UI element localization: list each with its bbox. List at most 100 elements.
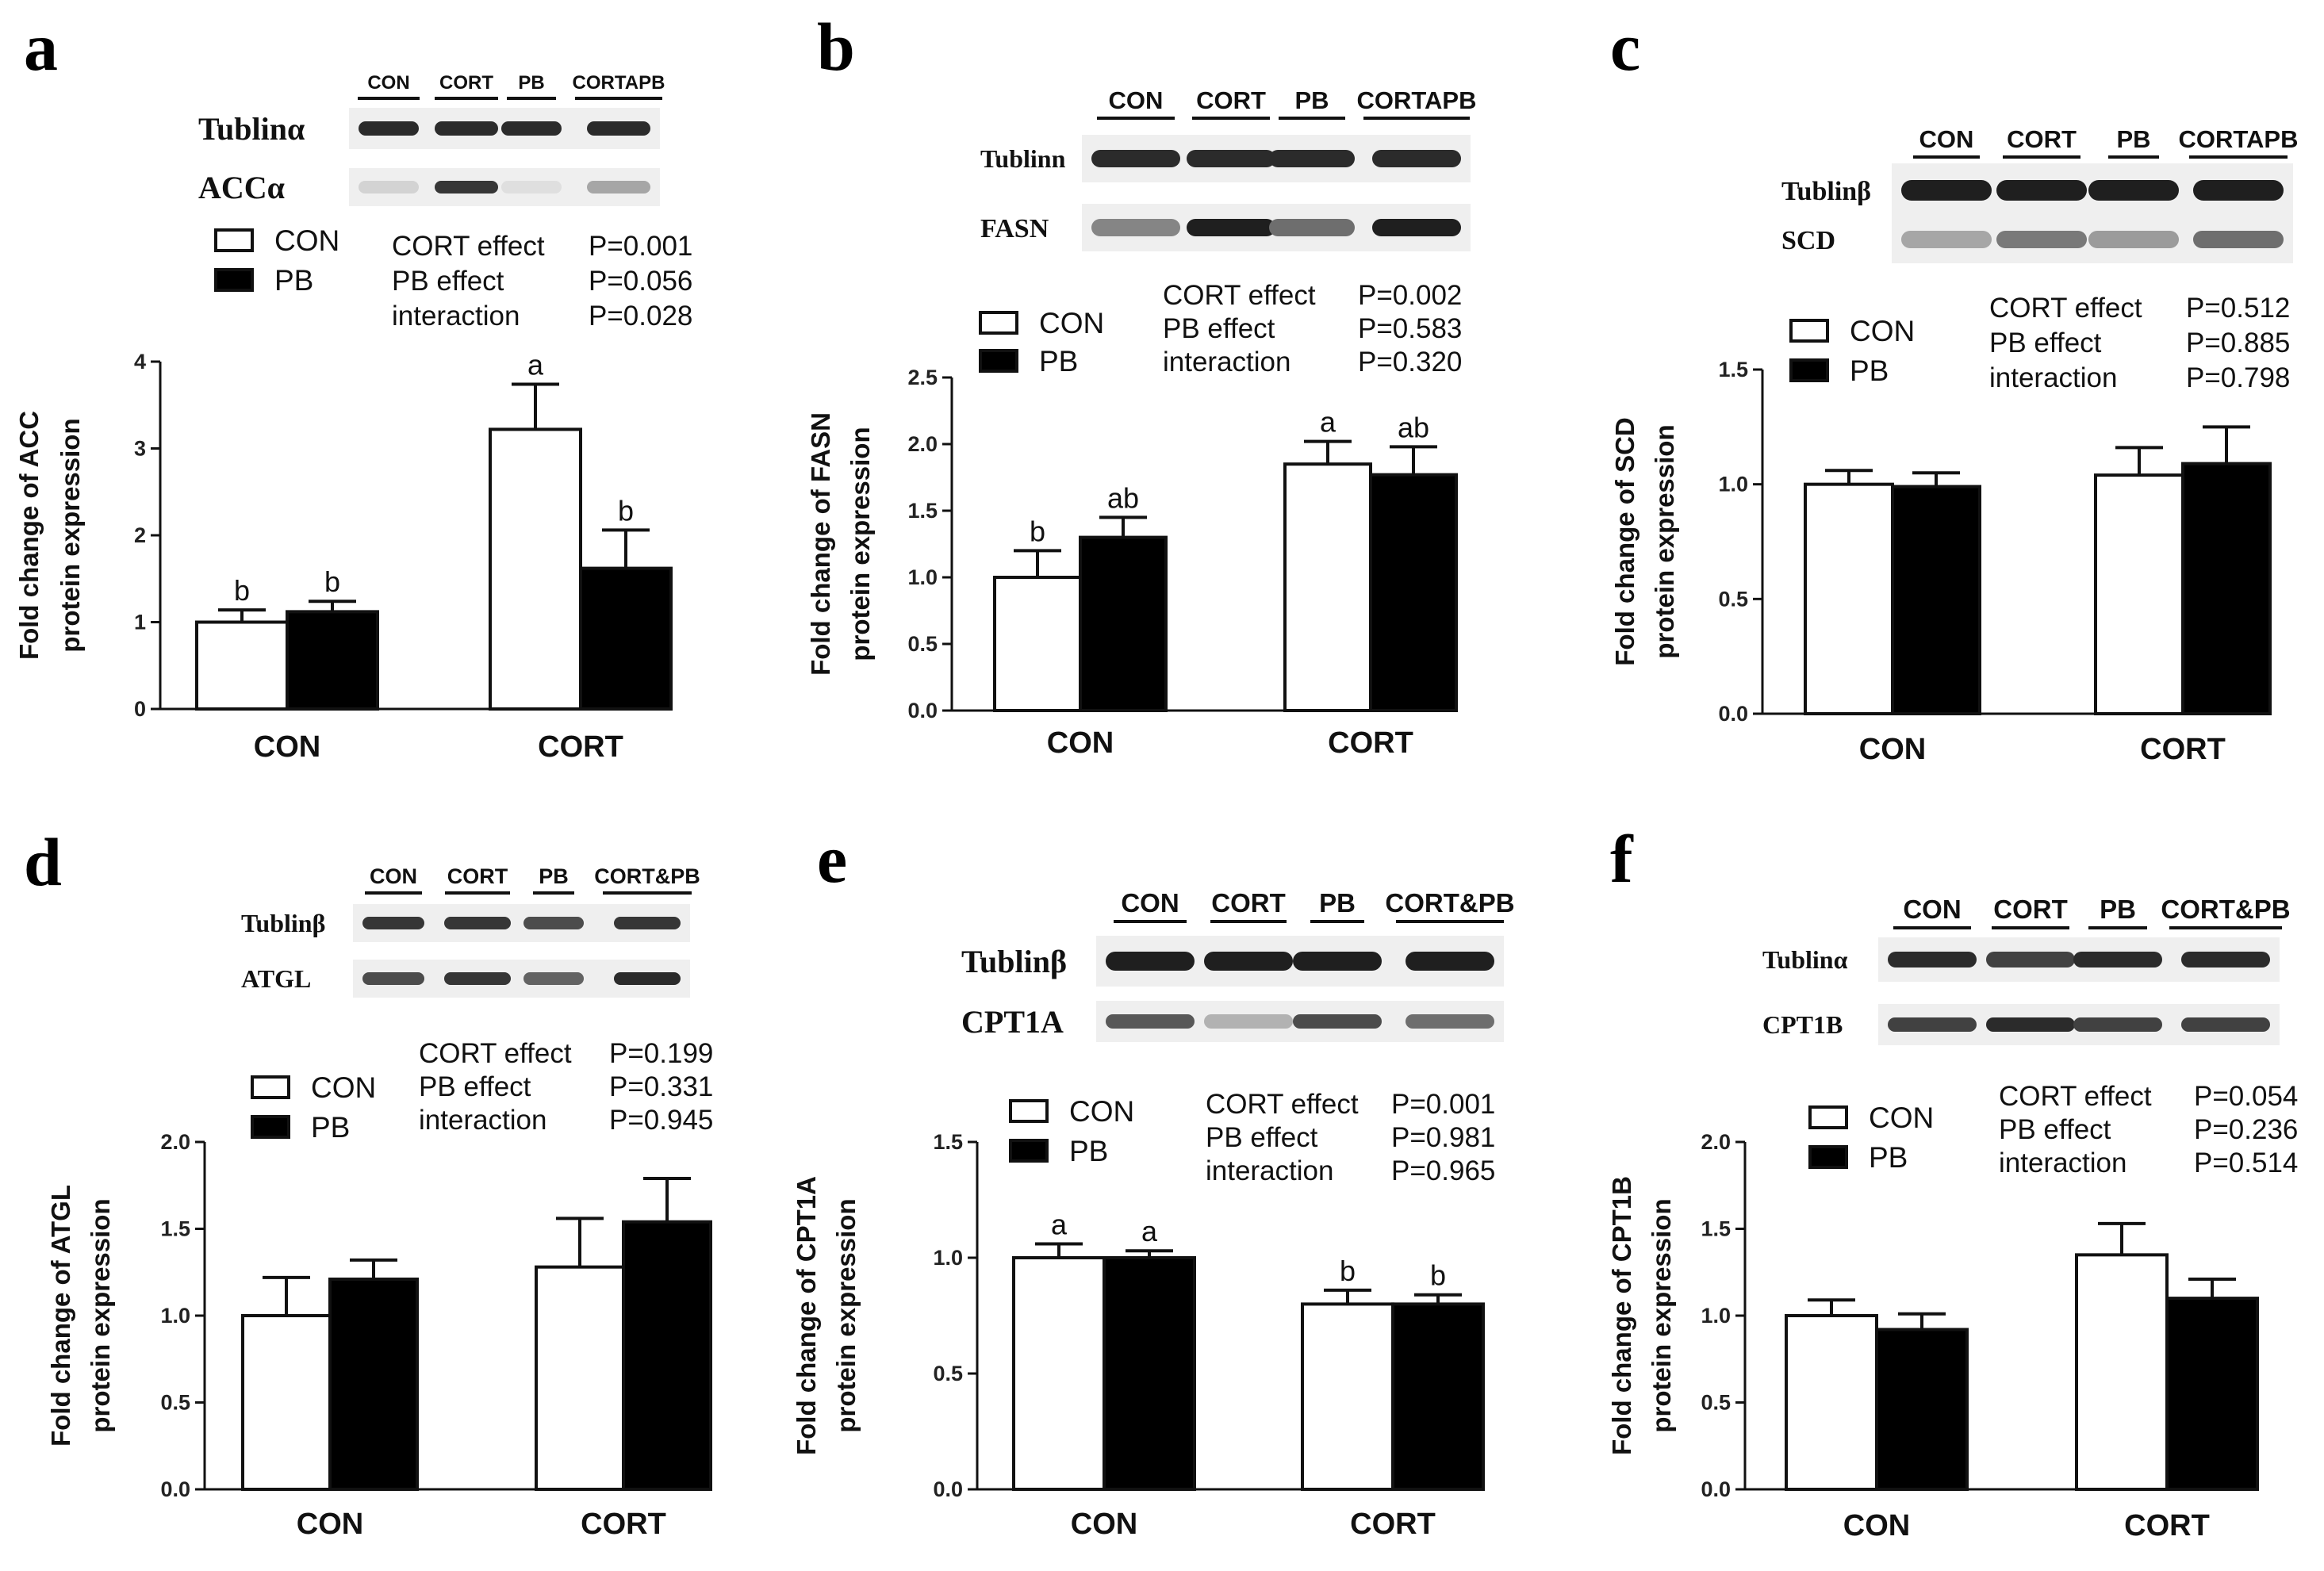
blot-band [1204,1014,1293,1029]
y-tick-label: 0.0 [1718,702,1748,726]
y-axis-label-line: Fold change of ACC [14,411,44,660]
legend-swatch-pb [1789,358,1829,382]
legend-label-pb: PB [1850,354,1889,387]
bar-pb [1079,535,1168,712]
x-category-label: CON [1071,1508,1137,1541]
blot-lane-label: CORTAPB [1357,86,1477,114]
stat-label: PB effect [1206,1122,1318,1153]
y-axis-label-line: Fold change of FASN [806,412,835,676]
axes: 0.0 0.5 1.0 1.5 CON CORT [933,1130,1456,1541]
blot-protein-label: Tublinβ [241,909,325,937]
stat-label: PB effect [1989,328,2102,358]
y-tick-label: 2.5 [907,366,938,389]
blot-lane-label: CORT&PB [594,864,700,888]
western-blot: Tublinα ACCα CON CORT PB CORTAPB [198,72,665,206]
significance-letter: a [1051,1208,1068,1240]
blot-protein-label: Tublinα [1762,945,1848,974]
blot-band [362,917,424,929]
blot-band [435,121,498,136]
blot-band [1986,1017,2075,1032]
y-tick-label: 1.0 [1701,1304,1731,1328]
blot-band [1187,150,1275,167]
significance-letter: a [1141,1215,1158,1247]
blot-band [1372,219,1461,236]
legend-swatch-con [1789,319,1829,343]
significance-letter: a [1320,406,1336,439]
blot-protein-label: CPT1B [1762,1010,1843,1039]
blot-lane-label: PB [2116,125,2150,153]
blot-band [362,972,424,985]
legend-swatch-con [214,228,254,252]
blot-lane-label: CON [370,864,417,888]
stat-p-value: P=0.798 [2186,362,2290,393]
blot-lane-label: CON [367,72,409,94]
blot-lane-label: PB [2100,895,2136,924]
bars [1785,1221,2259,1492]
blot-band [1901,180,1992,201]
y-tick-label: 1 [134,611,146,634]
significance-letter: a [527,348,544,381]
y-tick-label: 1.0 [1718,473,1748,496]
blot-band [1996,180,2087,201]
legend-label-pb: PB [1069,1135,1108,1167]
y-tick-label: 0.5 [160,1391,190,1415]
legend-swatch-con [979,311,1018,335]
y-axis-label: Fold change of FASN protein expression [806,412,875,676]
axes: 0.0 0.5 1.0 1.5 2.0 CON CORT [1701,1130,2237,1542]
y-axis-label-line: protein expression [831,1198,861,1432]
blot-lane-label: CORT [439,72,493,94]
stat-p-value: P=0.056 [589,266,692,297]
blot-band [1888,952,1977,968]
blot-protein-label: FASN [980,214,1049,243]
western-blot: Tublinβ CPT1A CON CORT PB CORT&PB [961,888,1515,1042]
y-tick-label: 0.0 [160,1477,190,1501]
stat-label: CORT effect [1206,1089,1359,1120]
blot-band [1901,231,1992,248]
y-tick-label: 0.5 [1718,587,1748,611]
significance-letter: b [618,494,634,527]
blot-band [1372,150,1461,167]
y-tick-label: 0.0 [933,1477,963,1501]
panel-letter: b [817,9,855,85]
stat-label: PB effect [392,266,504,297]
blot-lane-label: CON [1109,86,1164,114]
y-tick-label: 2.0 [907,432,938,456]
stat-label: PB effect [1999,1114,2111,1145]
bar-con [241,1314,332,1491]
stat-label: interaction [1989,362,2117,393]
bar-con [2075,1253,2169,1491]
y-tick-label: 1.5 [160,1217,190,1241]
blot-protein-label: ATGL [241,964,311,993]
bar-pb [2165,1297,2259,1491]
y-tick-label: 2 [134,523,146,547]
blot-protein-label: Tublinβ [1781,177,1871,206]
y-tick-label: 0.5 [907,632,938,656]
legend-label-con: CON [274,224,339,257]
y-axis-label-line: Fold change of CPT1B [1607,1176,1636,1455]
legend-label-con: CON [1869,1102,1934,1134]
y-tick-label: 0.5 [933,1362,963,1385]
stat-p-value: P=0.199 [609,1038,713,1069]
legend: CON PB [979,307,1104,377]
blot-lane-label: CORTAPB [2179,125,2299,153]
bar-pb [622,1220,712,1491]
panel-d: d Tublinβ ATGL CON CORT PB CORT&PB CON PB CORT ef… [24,824,713,1541]
panel-b: b Tublinn FASN CON CORT PB CORTAPB CON PB CORT ef… [806,9,1476,760]
x-category-label: CON [254,730,320,764]
panel-e: e Tublinβ CPT1A CON CORT PB CORT&PB CON PB CORT e… [792,821,1515,1541]
y-axis-label-line: protein expression [846,427,875,661]
blot-band [587,181,650,194]
stat-p-value: P=0.001 [1391,1089,1495,1120]
stat-label: CORT effect [1999,1081,2152,1112]
legend-swatch-pb [1009,1139,1049,1163]
blot-band [2193,231,2284,248]
blot-band [1269,219,1355,236]
y-tick-label: 0.5 [1701,1391,1731,1415]
stat-label: CORT effect [1989,293,2142,324]
blot-band [523,972,584,985]
legend-swatch-pb [214,268,254,292]
stat-p-value: P=0.512 [2186,293,2290,324]
bar-pb [1103,1256,1196,1491]
y-tick-label: 1.0 [933,1246,963,1270]
